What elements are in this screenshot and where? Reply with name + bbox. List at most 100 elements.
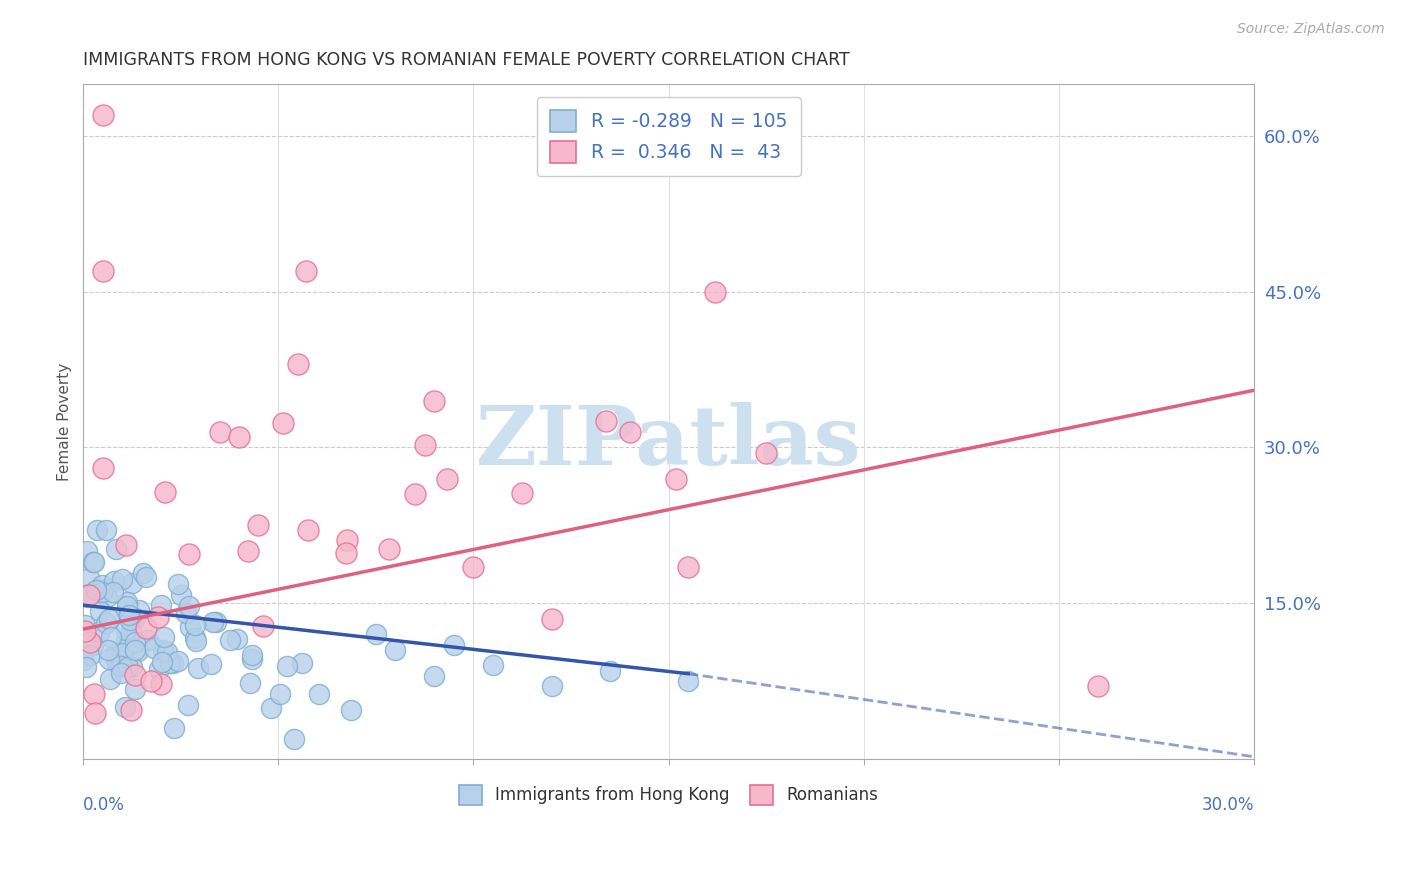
Point: [162, 721, 184, 735]
Point: [703, 285, 725, 299]
Point: [111, 646, 134, 660]
Point: [118, 607, 141, 622]
Point: [152, 642, 174, 657]
Point: [124, 635, 146, 649]
Point: [200, 657, 222, 671]
Point: [89, 604, 111, 618]
Point: [73, 618, 96, 632]
Point: [246, 518, 269, 533]
Point: [90, 578, 112, 592]
Point: [676, 673, 699, 688]
Point: [153, 630, 176, 644]
Point: [139, 673, 162, 688]
Point: [86, 524, 108, 538]
Point: [135, 570, 157, 584]
Point: [177, 599, 200, 613]
Point: [117, 638, 139, 652]
Point: [72, 653, 94, 667]
Point: [291, 656, 314, 670]
Point: [599, 664, 621, 678]
Point: [115, 538, 138, 552]
Point: [283, 731, 305, 746]
Point: [117, 660, 139, 674]
Point: [297, 523, 319, 537]
Text: 30.0%: 30.0%: [1201, 796, 1254, 814]
Point: [79, 648, 101, 662]
Point: [118, 613, 141, 627]
Point: [118, 607, 141, 622]
Point: [104, 649, 127, 664]
Point: [755, 445, 778, 459]
Point: [170, 588, 193, 602]
Point: [82, 555, 104, 569]
Point: [100, 631, 122, 645]
Point: [1087, 679, 1109, 693]
Point: [110, 659, 132, 673]
Point: [83, 556, 105, 570]
Point: [238, 544, 260, 558]
Point: [276, 658, 298, 673]
Point: [187, 661, 209, 675]
Point: [124, 611, 146, 625]
Point: [77, 572, 100, 586]
Point: [423, 393, 446, 408]
Point: [240, 648, 263, 662]
Point: [77, 588, 100, 602]
Point: [335, 546, 357, 560]
Point: [208, 425, 231, 439]
Point: [240, 651, 263, 665]
Point: [155, 485, 177, 500]
Point: [186, 634, 208, 648]
Point: [77, 590, 100, 604]
Point: [228, 430, 250, 444]
Point: [79, 634, 101, 648]
Point: [111, 573, 134, 587]
Point: [225, 632, 247, 646]
Point: [84, 583, 107, 598]
Point: [105, 656, 128, 670]
Point: [121, 660, 143, 674]
Point: [482, 658, 505, 673]
Point: [287, 357, 309, 371]
Point: [94, 582, 117, 596]
Point: [114, 633, 136, 648]
Point: [94, 615, 117, 630]
Point: [132, 566, 155, 581]
Point: [364, 627, 387, 641]
Point: [94, 524, 117, 538]
Point: [104, 646, 127, 660]
Point: [336, 533, 359, 547]
Point: [676, 559, 699, 574]
Point: [413, 438, 436, 452]
Point: [98, 652, 121, 666]
Point: [76, 543, 98, 558]
Y-axis label: Female Poverty: Female Poverty: [58, 362, 72, 481]
Point: [204, 615, 226, 630]
Point: [89, 625, 111, 640]
Point: [148, 610, 170, 624]
Point: [252, 619, 274, 633]
Point: [665, 472, 688, 486]
Point: [84, 706, 107, 721]
Point: [167, 654, 190, 668]
Text: 0.0%: 0.0%: [83, 796, 125, 814]
Text: IMMIGRANTS FROM HONG KONG VS ROMANIAN FEMALE POVERTY CORRELATION CHART: IMMIGRANTS FROM HONG KONG VS ROMANIAN FE…: [83, 51, 851, 69]
Point: [177, 698, 200, 712]
Point: [436, 472, 458, 486]
Point: [201, 615, 224, 630]
Point: [112, 655, 135, 669]
Point: [73, 624, 96, 638]
Point: [404, 487, 426, 501]
Point: [143, 640, 166, 655]
Point: [184, 618, 207, 632]
Point: [98, 672, 121, 686]
Point: [105, 541, 128, 556]
Point: [91, 461, 114, 475]
Point: [96, 591, 118, 605]
Point: [91, 585, 114, 599]
Point: [271, 416, 294, 430]
Point: [179, 547, 201, 561]
Point: [443, 638, 465, 652]
Point: [128, 603, 150, 617]
Point: [239, 676, 262, 690]
